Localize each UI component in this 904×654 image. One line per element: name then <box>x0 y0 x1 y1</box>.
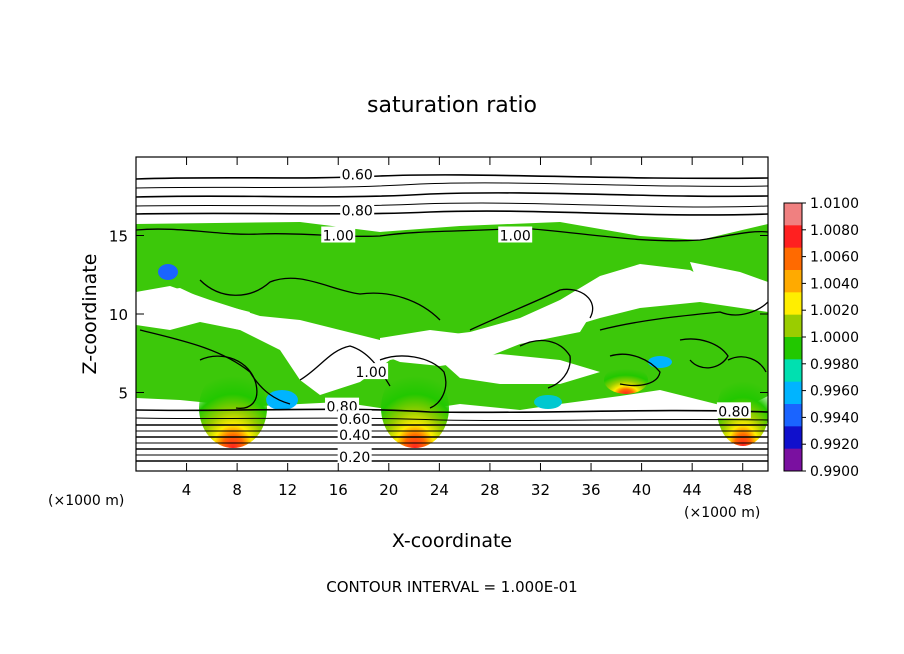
contour-labels: 0.600.801.00 1.000.800.600.400.200.801.00 <box>321 165 751 466</box>
plot-area: 0.600.801.00 1.000.800.600.400.200.801.00 <box>136 165 768 466</box>
saturation-contours <box>136 227 768 409</box>
colorbar-label: 1.0100 <box>810 196 859 212</box>
y-axis: 5 10 15 <box>109 228 768 403</box>
colorbar-label: 1.0080 <box>810 223 859 239</box>
contour-label-bg <box>340 201 375 218</box>
colorbar-swatch <box>784 337 802 360</box>
x-tick-label: 36 <box>581 481 600 499</box>
lower-contours <box>136 408 768 462</box>
contour-label: 0.40 <box>339 428 370 444</box>
x-unit-right: (×1000 m) <box>684 505 760 521</box>
upper-contours <box>136 174 768 216</box>
colorbar-swatch <box>784 359 802 383</box>
contour-label: 1.00 <box>323 229 354 245</box>
colorbar-label: 1.0040 <box>810 276 859 292</box>
contour-label-bg <box>340 165 375 182</box>
colorbar-swatch <box>784 426 802 450</box>
white-gap-right <box>690 262 768 300</box>
contour-label: 0.20 <box>339 450 370 466</box>
x-tick-label: 4 <box>182 481 192 499</box>
x-tick-label: 32 <box>531 481 550 499</box>
colorbar-label: 0.9960 <box>810 384 859 400</box>
y-tick-label: 15 <box>109 228 128 246</box>
blue-pocket-4 <box>648 356 672 368</box>
y-tick-label: 5 <box>118 385 128 403</box>
colorbar-label: 0.9980 <box>810 357 859 373</box>
colorbar: 1.0100 1.0080 1.0060 1.0040 1.0020 1.0000 0.99… <box>783 196 859 480</box>
white-gap-left <box>136 288 250 330</box>
colorbar-label: 1.0000 <box>810 330 859 346</box>
colorbar-label: 1.0020 <box>810 303 859 319</box>
peak-1 <box>199 368 267 448</box>
x-axis-label: X-coordinate <box>392 530 512 552</box>
contour-label-bg <box>354 363 389 380</box>
x-axis: 4 8 12 16 20 24 28 32 36 40 44 48 <box>182 157 752 499</box>
contour-label-bg <box>337 425 372 442</box>
contour-label-bg <box>498 226 533 243</box>
colorbar-swatch <box>784 314 802 338</box>
x-unit-left: (×1000 m) <box>48 493 124 509</box>
colorbar-swatch <box>784 203 802 226</box>
x-tick-label: 44 <box>683 481 702 499</box>
blue-pocket-1 <box>266 390 298 410</box>
colorbar-swatch <box>784 225 802 249</box>
colorbar-label: 0.9900 <box>810 464 859 480</box>
x-tick-label: 48 <box>733 481 752 499</box>
x-tick-label: 8 <box>232 481 242 499</box>
contour-label-bg <box>321 226 356 243</box>
x-tick-label: 16 <box>329 481 348 499</box>
contour-label-bg <box>337 410 372 427</box>
contour-label: 0.60 <box>339 412 370 428</box>
x-tick-label: 12 <box>278 481 297 499</box>
x-tick-label: 20 <box>379 481 398 499</box>
peak-2 <box>381 368 449 448</box>
contour-label: 0.80 <box>718 404 749 420</box>
contour-label-bg <box>716 402 751 419</box>
contour-label: 0.80 <box>342 203 373 219</box>
colorbar-label: 0.9940 <box>810 410 859 426</box>
chart-title: saturation ratio <box>367 93 537 118</box>
colorbar-label: 0.9920 <box>810 437 859 453</box>
colorbar-swatch <box>784 381 802 405</box>
colorbar-swatch <box>784 448 802 472</box>
contour-interval-text: CONTOUR INTERVAL = 1.000E-01 <box>326 578 577 596</box>
blue-pocket-2 <box>534 395 562 409</box>
peak-4 <box>604 366 648 394</box>
colorbar-swatch <box>784 292 802 316</box>
contour-label-bg <box>325 397 360 414</box>
y-tick-label: 10 <box>109 306 128 324</box>
colorbar-label: 1.0060 <box>810 250 859 266</box>
colorbar-swatch <box>784 270 802 293</box>
x-tick-label: 24 <box>430 481 449 499</box>
blue-pocket-3 <box>158 264 178 280</box>
green-region-upper <box>136 222 768 340</box>
x-tick-label: 40 <box>632 481 651 499</box>
contour-label: 0.60 <box>342 167 373 183</box>
colorbar-swatch <box>784 247 802 271</box>
x-tick-label: 28 <box>480 481 499 499</box>
contour-label-bg <box>337 447 372 464</box>
contour-label: 1.00 <box>500 229 531 245</box>
contour-label: 1.00 <box>356 365 387 381</box>
white-gap-mid <box>440 354 600 384</box>
white-gap-center <box>380 300 600 366</box>
y-axis-label: Z-coordinate <box>79 254 101 375</box>
colorbar-swatch <box>784 404 802 427</box>
